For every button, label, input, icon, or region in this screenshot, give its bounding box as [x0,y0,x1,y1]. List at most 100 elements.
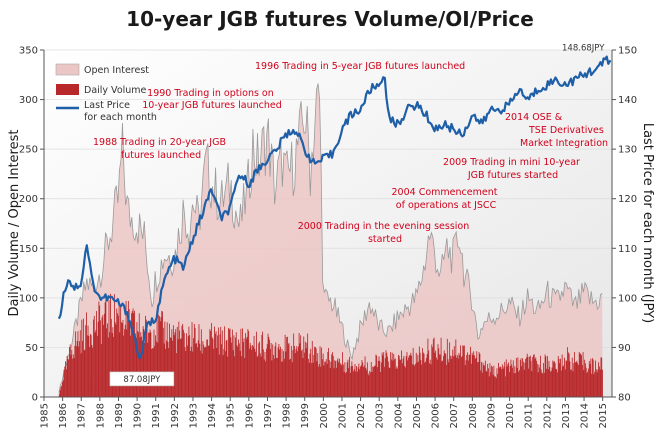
volume-bar [239,350,241,397]
volume-bar [113,336,115,397]
volume-bar [457,358,459,397]
volume-bar [370,362,372,397]
volume-bar [307,333,309,397]
volume-bar [143,328,145,397]
volume-bar [397,354,399,397]
volume-bar [458,352,460,397]
volume-bar [356,366,357,397]
volume-bar [550,370,552,397]
x-tick-label: 2008 [468,403,479,428]
left-tick-label: 100 [19,293,38,304]
volume-bar [474,355,475,397]
volume-bar [145,315,146,397]
volume-bar [65,369,67,397]
legend-label-daily-volume: Daily Volume [84,85,147,96]
volume-bar [581,355,582,397]
left-axis-title: Daily Volume / Open Interest [7,130,22,317]
volume-bar [213,348,215,397]
volume-bar [420,359,422,397]
volume-bar [428,350,430,397]
volume-bar [502,368,504,397]
volume-bar [187,336,189,397]
volume-bar [318,364,320,397]
volume-bar [337,358,339,397]
volume-bar [280,361,282,397]
volume-bar [127,313,129,397]
volume-bar [350,366,352,397]
volume-bar [300,335,302,397]
volume-bar [384,358,386,397]
volume-bar [311,341,313,397]
volume-bar [149,329,151,397]
volume-bar [112,327,114,397]
volume-bar [588,361,590,397]
volume-bar [564,357,565,397]
volume-bar [318,366,319,397]
volume-bar [291,362,293,397]
volume-bar [498,367,500,397]
volume-bar [339,358,340,397]
volume-bar [204,346,206,397]
volume-bar [193,324,195,397]
volume-bar [481,372,483,397]
volume-bar [316,361,318,397]
volume-bar [531,371,533,397]
volume-bar [160,317,162,397]
callout-min-price-box [109,371,175,387]
volume-bar [184,347,186,397]
volume-bar [476,351,478,397]
volume-bar [433,337,435,397]
volume-bar [117,315,119,397]
volume-bar [92,347,94,397]
volume-bar [380,362,382,397]
volume-bar [86,312,87,397]
volume-bar [193,338,194,397]
x-tick-label: 1991 [151,403,162,428]
volume-bar [265,361,267,397]
volume-bar [148,332,150,397]
volume-bar [228,328,229,397]
volume-bar [107,323,108,397]
right-tick-label: 90 [618,343,631,354]
volume-bar [426,354,428,397]
volume-bar [402,358,404,397]
volume-bar [465,360,467,397]
volume-bar [363,367,364,397]
volume-bar [229,328,231,397]
volume-bar [238,343,240,397]
volume-bar [494,376,496,397]
volume-bar [571,369,572,397]
volume-bar [273,354,274,397]
volume-bar [294,346,295,397]
volume-bar [255,331,257,397]
volume-bar [488,376,490,397]
volume-bar [68,359,70,397]
right-tick-label: 150 [618,46,637,57]
volume-bar [409,355,411,397]
volume-bar [84,349,86,397]
volume-bar [266,344,268,397]
volume-bar [279,349,281,397]
volume-bar [473,351,475,397]
volume-bar [357,367,359,397]
volume-bar [221,344,222,397]
volume-bar [317,353,319,397]
volume-bar [301,349,303,397]
left-tick-label: 200 [19,194,38,205]
volume-bar [584,359,586,397]
volume-bar [120,322,122,397]
volume-bar [167,341,169,397]
volume-bar [303,336,305,397]
volume-bar [237,346,239,397]
volume-bar [304,341,306,397]
volume-bar [67,358,69,397]
volume-bar [219,334,221,397]
volume-bar [385,350,387,397]
volume-bar [546,368,548,397]
volume-bar [206,339,208,397]
volume-bar [342,352,343,397]
volume-bar [277,347,279,397]
volume-bar [148,332,149,397]
x-axis-ticks: 1985 1986 1987 1988 1989 1990 1991 1992 1993 1994… [40,397,609,428]
